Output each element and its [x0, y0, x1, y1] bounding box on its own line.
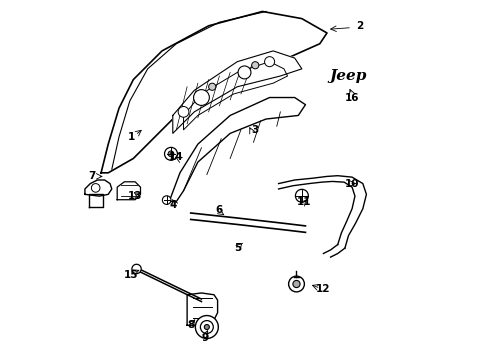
Text: 3: 3 [251, 125, 258, 135]
Text: 12: 12 [316, 284, 330, 294]
Text: 11: 11 [296, 197, 310, 207]
Circle shape [200, 320, 213, 333]
Circle shape [264, 57, 274, 67]
Circle shape [295, 189, 308, 202]
Text: 15: 15 [124, 270, 139, 280]
Polygon shape [85, 180, 112, 196]
Polygon shape [187, 293, 217, 325]
Text: 1: 1 [128, 132, 135, 142]
Polygon shape [88, 194, 102, 207]
Circle shape [168, 151, 174, 157]
Circle shape [132, 264, 141, 274]
Text: 7: 7 [88, 171, 96, 181]
Text: 16: 16 [344, 93, 359, 103]
Text: 13: 13 [128, 191, 142, 201]
Text: 4: 4 [169, 200, 176, 210]
Circle shape [162, 196, 171, 204]
Circle shape [292, 280, 300, 288]
Text: 10: 10 [344, 179, 359, 189]
Polygon shape [101, 12, 326, 173]
Text: 14: 14 [169, 152, 183, 162]
Text: 6: 6 [215, 206, 223, 216]
Circle shape [91, 184, 100, 192]
Polygon shape [117, 182, 140, 200]
Circle shape [251, 62, 258, 69]
Text: 9: 9 [201, 333, 208, 343]
Circle shape [204, 324, 209, 329]
Text: 8: 8 [187, 320, 194, 330]
Circle shape [193, 90, 209, 105]
Circle shape [208, 83, 215, 90]
Circle shape [288, 276, 304, 292]
Polygon shape [169, 98, 305, 202]
Circle shape [195, 316, 218, 338]
Circle shape [178, 107, 188, 117]
Text: Jeep: Jeep [329, 69, 366, 83]
Circle shape [238, 66, 250, 79]
Text: 2: 2 [355, 21, 362, 31]
Circle shape [164, 147, 177, 160]
Polygon shape [172, 51, 301, 134]
Text: 5: 5 [233, 243, 241, 253]
